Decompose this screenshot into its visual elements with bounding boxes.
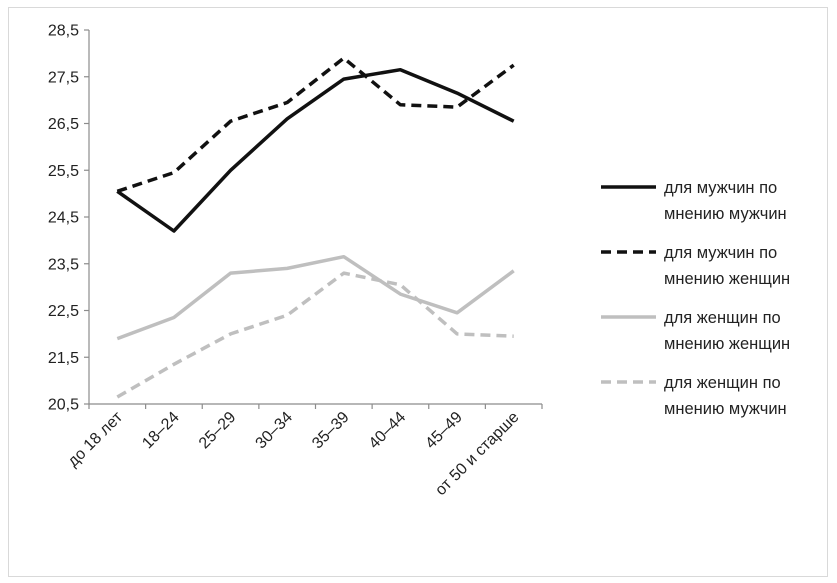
legend-label-1-line2: мнению мужчин	[664, 205, 787, 223]
series-line-2	[116, 56, 515, 193]
y-tick-label: 26,5	[48, 116, 79, 133]
legend-label-1-line1: для мужчин по	[664, 179, 777, 197]
x-tick-label: 40–44	[366, 409, 410, 453]
x-tick-label: 45–49	[422, 409, 466, 453]
y-tick-label: 20,5	[48, 397, 79, 414]
series-line-3	[116, 254, 515, 341]
x-tick-label: до 18 лет	[65, 408, 127, 470]
x-tick-label: 35–39	[309, 409, 353, 453]
y-axis-ticks: 28,5 27,5 26,5 25,5 24,5 23,5 22,5 21,5 20,5	[48, 23, 89, 414]
x-tick-label: 25–29	[196, 409, 240, 453]
legend-label-3-line1: для женщин по	[664, 309, 781, 327]
legend-label-2-line1: для мужчин по	[664, 244, 777, 262]
chart-frame	[8, 7, 828, 577]
legend-label-3-line2: мнению женщин	[664, 335, 790, 353]
series-line-1	[116, 67, 515, 233]
x-tick-label: 30–34	[253, 409, 297, 453]
x-tick-label: 18–24	[139, 409, 183, 453]
y-tick-label: 23,5	[48, 256, 79, 273]
legend-label-4-line1: для женщин по	[664, 374, 781, 392]
y-tick-label: 21,5	[48, 350, 79, 367]
y-tick-label: 24,5	[48, 210, 79, 227]
y-tick-label: 27,5	[48, 69, 79, 86]
series-lines	[116, 56, 515, 399]
legend-label-4-line2: мнению мужчин	[664, 400, 787, 418]
legend: для мужчин по мнению мужчин для мужчин по м…	[601, 179, 790, 418]
legend-label-2-line2: мнению женщин	[664, 270, 790, 288]
y-tick-label: 22,5	[48, 303, 79, 320]
y-tick-label: 28,5	[48, 23, 79, 40]
series-line-4	[116, 271, 514, 399]
y-tick-label: 25,5	[48, 163, 79, 180]
x-axis-ticks: до 18 лет 18–24 25–29 30–34 35–39 40–44 45–49о…	[65, 404, 543, 499]
